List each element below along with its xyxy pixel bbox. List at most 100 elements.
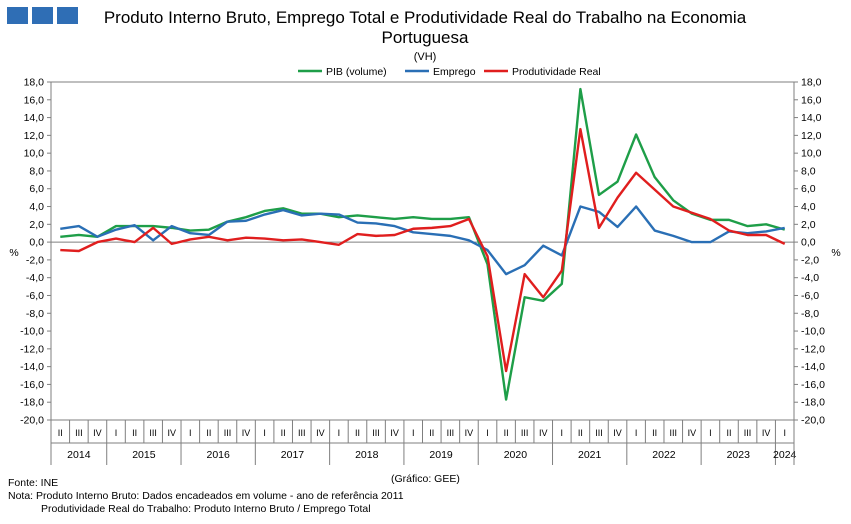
quarter-tick-label: IV [688, 428, 697, 438]
year-tick-label: 2015 [132, 449, 156, 461]
quarter-tick-label: III [521, 428, 529, 438]
y2-tick-label: 12,0 [801, 130, 822, 142]
logo [7, 7, 78, 24]
quarter-tick-label: III [298, 428, 306, 438]
plot-area [50, 81, 795, 421]
quarter-tick-label: II [578, 428, 583, 438]
quarter-tick-label: II [58, 428, 63, 438]
quarter-tick-label: I [635, 428, 638, 438]
y-tick-label: 18,0 [24, 77, 45, 89]
y-tick-label: -4,0 [26, 272, 44, 284]
quarter-tick-label: III [744, 428, 752, 438]
series-line-pib-volume [60, 87, 786, 401]
y-tick-label: 0,0 [29, 237, 44, 249]
y2-tick-label: 2,0 [801, 219, 816, 231]
quarter-tick-label: I [561, 428, 564, 438]
y2-tick-label: -12,0 [801, 343, 825, 355]
y2-tick-label: -10,0 [801, 326, 825, 338]
year-tick-label: 2022 [652, 449, 676, 461]
year-tick-label: 2014 [67, 449, 91, 461]
quarter-tick-label: I [486, 428, 489, 438]
quarter-tick-label: IV [465, 428, 474, 438]
quarter-tick-label: II [132, 428, 137, 438]
y-tick-label: -10,0 [20, 326, 44, 338]
footnote-productivity: Produtividade Real do Trabalho: Produto … [41, 503, 371, 515]
quarter-tick-label: IV [93, 428, 102, 438]
y-axis-label: % [9, 247, 18, 259]
chart-subtitle: (VH) [413, 51, 437, 63]
y2-tick-label: 6,0 [801, 183, 816, 195]
y-tick-label: 2,0 [29, 219, 44, 231]
quarter-tick-label: IV [242, 428, 251, 438]
y-tick-label: 16,0 [24, 94, 45, 106]
year-tick-label: 2023 [727, 449, 751, 461]
year-tick-label: 2020 [504, 449, 528, 461]
quarter-tick-label: III [75, 428, 83, 438]
y-tick-label: -12,0 [20, 343, 44, 355]
quarter-tick-label: IV [390, 428, 399, 438]
legend-label: PIB (volume) [326, 66, 387, 78]
quarter-tick-label: IV [316, 428, 325, 438]
quarter-tick-label: I [709, 428, 712, 438]
y-tick-label: 4,0 [29, 201, 44, 213]
quarter-tick-label: II [652, 428, 657, 438]
year-tick-label: 2016 [206, 449, 230, 461]
year-tick-label: 2017 [281, 449, 305, 461]
legend-label: Produtividade Real [512, 66, 601, 78]
y2-tick-label: -8,0 [801, 308, 819, 320]
y2-tick-label: 14,0 [801, 112, 822, 124]
quarter-tick-label: I [263, 428, 266, 438]
quarter-tick-label: I [783, 428, 786, 438]
logo-square [57, 7, 78, 24]
logo-square [7, 7, 28, 24]
quarter-tick-label: IV [167, 428, 176, 438]
quarter-tick-label: I [189, 428, 192, 438]
quarter-tick-label: II [429, 428, 434, 438]
y-tick-label: -6,0 [26, 290, 44, 302]
source-note: Fonte: INE [8, 477, 59, 489]
y-tick-label: -16,0 [20, 379, 44, 391]
y2-tick-label: -14,0 [801, 361, 825, 373]
y2-tick-label: 0,0 [801, 237, 816, 249]
quarter-tick-label: I [338, 428, 341, 438]
quarter-tick-label: II [504, 428, 509, 438]
y2-tick-label: -2,0 [801, 254, 819, 266]
quarter-tick-label: IV [613, 428, 622, 438]
y-tick-label: 8,0 [29, 165, 44, 177]
y2-tick-label: 10,0 [801, 148, 822, 160]
y-tick-label: -14,0 [20, 361, 44, 373]
y-tick-label: -8,0 [26, 308, 44, 320]
year-tick-label: 2024 [773, 449, 797, 461]
quarter-tick-label: III [447, 428, 455, 438]
quarter-tick-label: IV [762, 428, 771, 438]
quarter-tick-label: III [670, 428, 678, 438]
chart-title: Produto Interno Bruto, Emprego Total e P… [103, 8, 747, 47]
credit-note: (Gráfico: GEE) [391, 473, 460, 485]
y2-tick-label: -6,0 [801, 290, 819, 302]
quarter-tick-label: II [281, 428, 286, 438]
quarter-tick-label: III [372, 428, 380, 438]
y-tick-label: 6,0 [29, 183, 44, 195]
y2-tick-label: -18,0 [801, 397, 825, 409]
y2-tick-label: -16,0 [801, 379, 825, 391]
y-tick-label: -2,0 [26, 254, 44, 266]
y-tick-label: 12,0 [24, 130, 45, 142]
quarter-tick-label: III [149, 428, 157, 438]
year-tick-label: 2019 [429, 449, 453, 461]
logo-square [32, 7, 53, 24]
series-line-produtividade-real [60, 127, 786, 373]
legend-label: Emprego [433, 66, 476, 78]
y2-axis-label: % [831, 247, 840, 259]
y-tick-label: 14,0 [24, 112, 45, 124]
quarter-tick-label: I [412, 428, 415, 438]
quarter-tick-label: II [206, 428, 211, 438]
y-tick-label: -18,0 [20, 397, 44, 409]
y2-tick-label: 8,0 [801, 165, 816, 177]
year-tick-label: 2021 [578, 449, 602, 461]
y2-tick-label: -20,0 [801, 415, 825, 427]
quarter-tick-label: I [115, 428, 118, 438]
quarter-tick-label: III [595, 428, 603, 438]
footnote-gdp: Nota: Produto Interno Bruto: Dados encad… [8, 490, 404, 502]
y2-tick-label: -4,0 [801, 272, 819, 284]
quarter-tick-label: II [355, 428, 360, 438]
